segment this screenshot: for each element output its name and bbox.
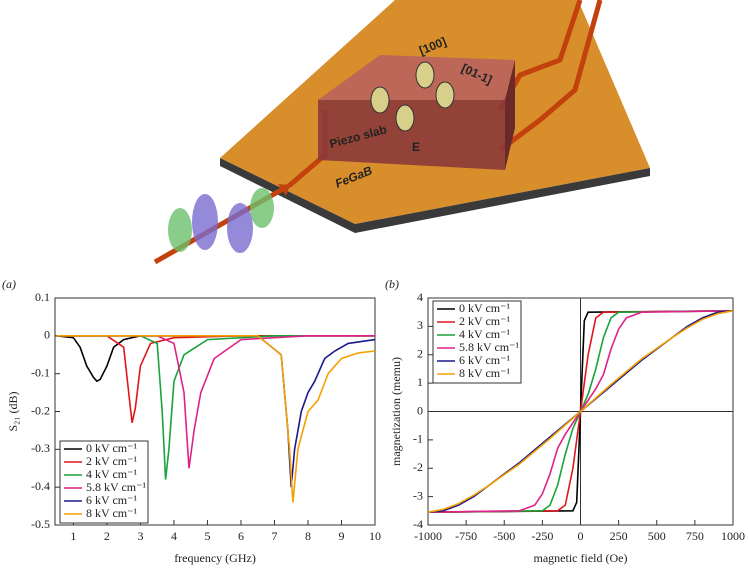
legend-label: 8 kV cm⁻¹ bbox=[459, 366, 510, 380]
legend-label: 6 kV cm⁻¹ bbox=[459, 353, 510, 367]
panel-label: (b) bbox=[385, 277, 399, 291]
y-tick-label: -4 bbox=[413, 517, 423, 531]
y-tick-label: -3 bbox=[413, 488, 423, 502]
x-tick-label: 2 bbox=[104, 529, 110, 543]
x-tick-label: -250 bbox=[531, 529, 553, 543]
y-tick-label: -0.2 bbox=[31, 403, 50, 417]
x-axis-label: frequency (GHz) bbox=[174, 551, 256, 565]
y-tick-label: 1 bbox=[417, 375, 423, 389]
legend-label: 2 kV cm⁻¹ bbox=[459, 314, 510, 328]
legend-label: 0 kV cm⁻¹ bbox=[459, 301, 510, 315]
panel-label: (a) bbox=[2, 277, 16, 291]
spin bbox=[435, 81, 455, 109]
illustration: [100] [01-1] Piezo slab E FeGaB bbox=[153, 0, 650, 265]
y-tick-label: 2 bbox=[417, 347, 423, 361]
spin bbox=[395, 104, 415, 132]
series-line bbox=[56, 335, 375, 480]
legend-label: 5.8 kV cm⁻¹ bbox=[86, 480, 146, 494]
legend-label: 0 kV cm⁻¹ bbox=[86, 441, 137, 455]
slab-front bbox=[318, 100, 505, 170]
x-tick-label: -750 bbox=[455, 529, 477, 543]
spin bbox=[415, 61, 435, 89]
wave bbox=[250, 188, 274, 228]
x-tick-label: 10 bbox=[369, 529, 381, 543]
series-line bbox=[56, 335, 376, 503]
legend-label: 4 kV cm⁻¹ bbox=[459, 327, 510, 341]
x-tick-label: 7 bbox=[271, 529, 277, 543]
x-tick-label: 8 bbox=[305, 529, 311, 543]
x-tick-label: -500 bbox=[493, 529, 515, 543]
wave bbox=[227, 203, 253, 253]
y-tick-label: 0 bbox=[417, 403, 423, 417]
slab-side bbox=[505, 60, 515, 170]
x-tick-label: 1000 bbox=[721, 529, 745, 543]
x-tick-label: 750 bbox=[686, 529, 704, 543]
legend-label: 4 kV cm⁻¹ bbox=[86, 467, 137, 481]
x-tick-label: 6 bbox=[238, 529, 244, 543]
series-line bbox=[56, 335, 375, 469]
board-edge bbox=[220, 158, 650, 233]
y-tick-label: 0.1 bbox=[35, 290, 50, 304]
y-tick-label: 0 bbox=[44, 328, 50, 342]
series-line bbox=[56, 335, 375, 423]
arrow bbox=[278, 184, 290, 196]
x-tick-label: 5 bbox=[204, 529, 210, 543]
y-tick-label: -0.1 bbox=[31, 365, 50, 379]
x-tick-label: -1000 bbox=[414, 529, 442, 543]
y-axis-label: S₂₁ (dB) bbox=[6, 391, 20, 431]
y-axis-label: magnetization (memu) bbox=[389, 357, 403, 466]
label: E bbox=[412, 140, 420, 154]
wave bbox=[192, 194, 218, 250]
legend-label: 2 kV cm⁻¹ bbox=[86, 454, 137, 468]
x-tick-label: 250 bbox=[610, 529, 628, 543]
y-tick-label: -2 bbox=[413, 460, 423, 474]
y-tick-label: -0.3 bbox=[31, 441, 50, 455]
x-tick-label: 4 bbox=[171, 529, 177, 543]
x-tick-label: 1 bbox=[70, 529, 76, 543]
spin bbox=[370, 86, 390, 114]
y-tick-label: 4 bbox=[417, 290, 423, 304]
y-tick-label: -0.4 bbox=[31, 479, 50, 493]
legend-label: 5.8 kV cm⁻¹ bbox=[459, 340, 519, 354]
y-tick-label: -1 bbox=[413, 432, 423, 446]
x-tick-label: 0 bbox=[578, 529, 584, 543]
x-axis-label: magnetic field (Oe) bbox=[534, 551, 628, 565]
x-tick-label: 9 bbox=[338, 529, 344, 543]
y-tick-label: 3 bbox=[417, 318, 423, 332]
y-tick-label: -0.5 bbox=[31, 517, 50, 531]
wave bbox=[168, 208, 192, 252]
x-tick-label: 3 bbox=[137, 529, 143, 543]
legend-label: 8 kV cm⁻¹ bbox=[86, 506, 137, 520]
legend bbox=[59, 440, 149, 524]
legend bbox=[432, 300, 522, 384]
legend-label: 6 kV cm⁻¹ bbox=[86, 493, 137, 507]
x-tick-label: 500 bbox=[648, 529, 666, 543]
series-line bbox=[427, 310, 734, 513]
